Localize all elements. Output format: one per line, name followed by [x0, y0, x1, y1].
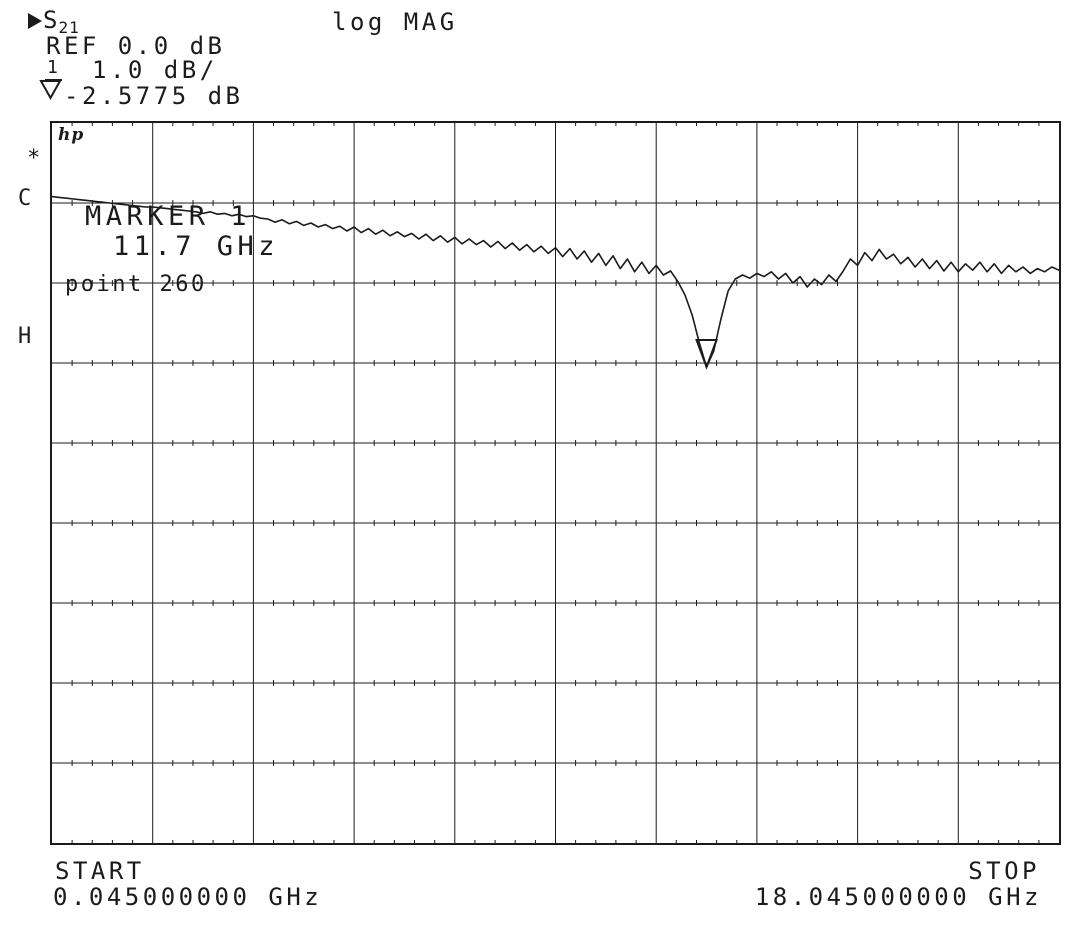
stop-frequency-label: STOP [968, 857, 1040, 885]
status-flag-hold: H [18, 324, 32, 349]
ref-level-label: REF 0.0 dB [46, 32, 226, 60]
trace-s21 [52, 195, 1059, 368]
plot-canvas [52, 123, 1059, 843]
hp-logo: hp [58, 125, 85, 145]
status-flag-correction-on: C [18, 186, 32, 211]
active-trace-arrow-icon [28, 13, 42, 29]
format-label: log MAG [332, 8, 458, 36]
marker-value-label: -2.5775 dB [64, 82, 244, 110]
marker-readout-name: MARKER 1 [85, 201, 252, 232]
s-param-subscript: 21 [58, 18, 80, 37]
start-frequency-label: START [55, 857, 145, 885]
start-frequency-value: 0.045000000 GHz [53, 883, 323, 911]
stop-frequency-value: 18.045000000 GHz [754, 883, 1042, 911]
scale-per-div-label: 1.0 dB/ [92, 56, 218, 84]
s-param-letter: S [43, 6, 59, 34]
marker-symbol-icon [39, 80, 62, 101]
marker-number-label: 1 [45, 57, 62, 81]
s-parameter-label: S21 [28, 6, 80, 37]
graticule-area: hp MARKER 1 11.7 GHz point 260 [50, 121, 1061, 845]
marker-readout-point: point 260 [65, 272, 207, 297]
status-flag-stimulus-changed: * [27, 146, 41, 171]
marker-1-symbol [695, 339, 718, 370]
marker-readout-frequency: 11.7 GHz [113, 231, 280, 262]
